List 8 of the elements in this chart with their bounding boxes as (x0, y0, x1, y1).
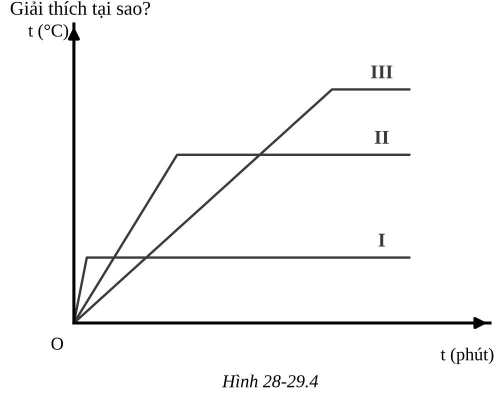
y-axis-title: t (°C) (28, 24, 68, 40)
x-axis-title: t (phút) (440, 348, 494, 364)
series-label: II (374, 130, 389, 144)
series-label: III (371, 66, 392, 78)
text: Hình 28-29.4 (222, 374, 318, 388)
chart-title: Giải thích tại sao? (10, 1, 150, 18)
text: O (51, 338, 64, 350)
series-label: I (378, 234, 385, 247)
